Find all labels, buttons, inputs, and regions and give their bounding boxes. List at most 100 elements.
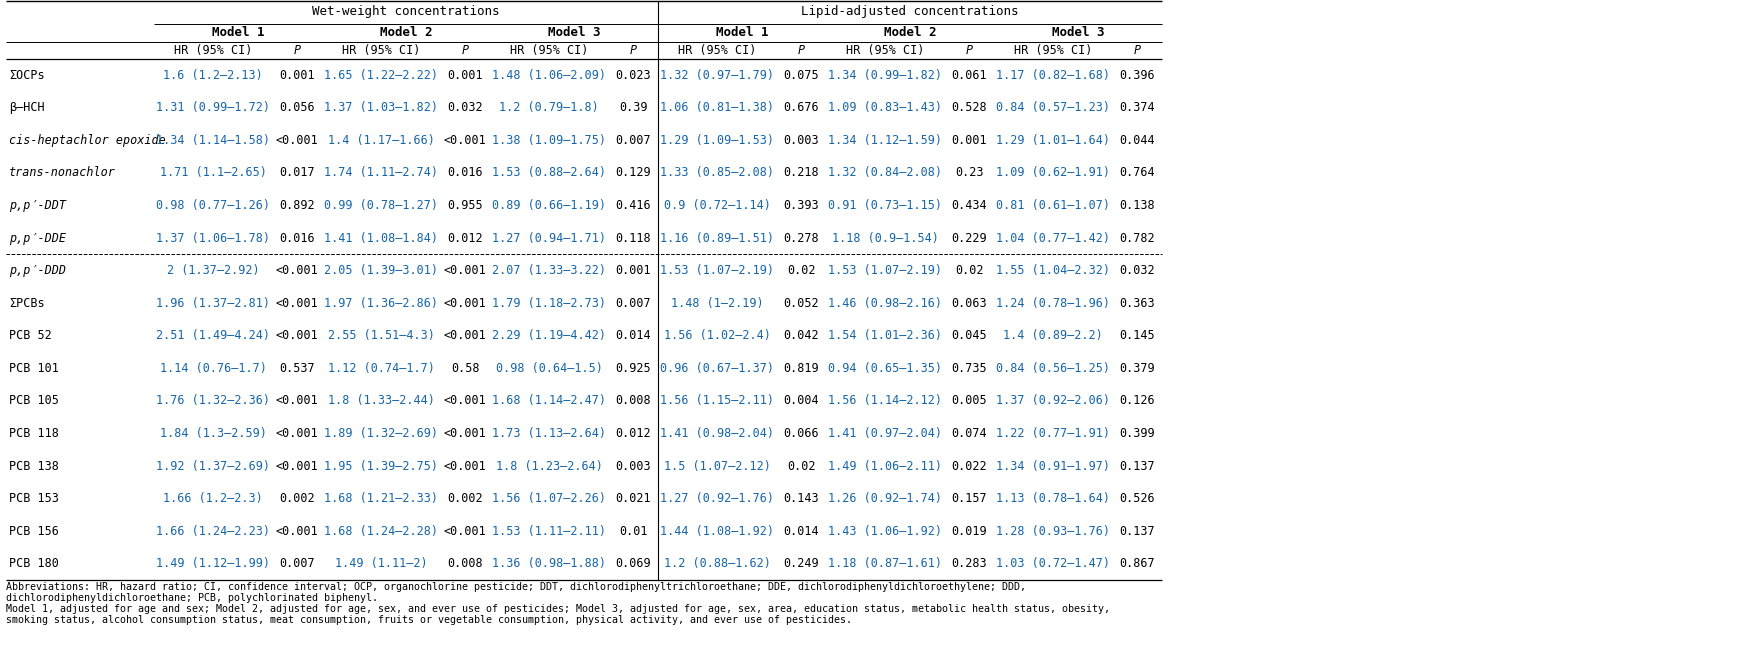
- Text: 1.84 (1.3–2.59): 1.84 (1.3–2.59): [160, 427, 266, 440]
- Text: 1.22 (0.77–1.91): 1.22 (0.77–1.91): [997, 427, 1109, 440]
- Text: PCB 52: PCB 52: [9, 329, 51, 342]
- Text: 0.014: 0.014: [784, 525, 819, 538]
- Text: 0.137: 0.137: [1120, 460, 1155, 473]
- Text: 1.38 (1.09–1.75): 1.38 (1.09–1.75): [491, 134, 606, 147]
- Text: 1.34 (1.12–1.59): 1.34 (1.12–1.59): [828, 134, 942, 147]
- Text: 1.4 (1.17–1.66): 1.4 (1.17–1.66): [328, 134, 435, 147]
- Text: 0.075: 0.075: [784, 69, 819, 82]
- Text: 2.05 (1.39–3.01): 2.05 (1.39–3.01): [324, 264, 438, 277]
- Text: 0.537: 0.537: [280, 362, 315, 375]
- Text: 0.39: 0.39: [618, 101, 648, 114]
- Text: <0.001: <0.001: [276, 264, 319, 277]
- Text: 1.34 (0.91–1.97): 1.34 (0.91–1.97): [997, 460, 1109, 473]
- Text: 0.249: 0.249: [784, 557, 819, 570]
- Text: 0.022: 0.022: [951, 460, 986, 473]
- Text: 0.016: 0.016: [447, 167, 483, 179]
- Text: 0.003: 0.003: [615, 460, 652, 473]
- Text: 1.66 (1.24–2.23): 1.66 (1.24–2.23): [157, 525, 269, 538]
- Text: 1.44 (1.08–1.92): 1.44 (1.08–1.92): [660, 525, 775, 538]
- Text: 1.41 (0.98–2.04): 1.41 (0.98–2.04): [660, 427, 775, 440]
- Text: <0.001: <0.001: [276, 329, 319, 342]
- Text: HR (95% CI): HR (95% CI): [845, 44, 925, 57]
- Text: 0.007: 0.007: [615, 134, 652, 147]
- Text: 1.34 (0.99–1.82): 1.34 (0.99–1.82): [828, 69, 942, 82]
- Text: Model 1, adjusted for age and sex; Model 2, adjusted for age, sex, and ever use : Model 1, adjusted for age and sex; Model…: [5, 604, 1109, 614]
- Text: 0.007: 0.007: [615, 297, 652, 310]
- Text: 0.98 (0.77–1.26): 0.98 (0.77–1.26): [157, 199, 269, 212]
- Text: 0.81 (0.61–1.07): 0.81 (0.61–1.07): [997, 199, 1109, 212]
- Text: 0.396: 0.396: [1120, 69, 1155, 82]
- Text: 1.31 (0.99–1.72): 1.31 (0.99–1.72): [157, 101, 269, 114]
- Text: 0.143: 0.143: [784, 492, 819, 505]
- Text: 0.379: 0.379: [1120, 362, 1155, 375]
- Text: 2.55 (1.51–4.3): 2.55 (1.51–4.3): [328, 329, 435, 342]
- Text: <0.001: <0.001: [276, 134, 319, 147]
- Text: 1.17 (0.82–1.68): 1.17 (0.82–1.68): [997, 69, 1109, 82]
- Text: PCB 180: PCB 180: [9, 557, 58, 570]
- Text: HR (95% CI): HR (95% CI): [342, 44, 421, 57]
- Text: 1.2 (0.88–1.62): 1.2 (0.88–1.62): [664, 557, 771, 570]
- Text: 0.363: 0.363: [1120, 297, 1155, 310]
- Text: 0.069: 0.069: [615, 557, 652, 570]
- Text: 1.56 (1.07–2.26): 1.56 (1.07–2.26): [491, 492, 606, 505]
- Text: <0.001: <0.001: [276, 460, 319, 473]
- Text: 1.46 (0.98–2.16): 1.46 (0.98–2.16): [828, 297, 942, 310]
- Text: 0.001: 0.001: [280, 69, 315, 82]
- Text: 0.892: 0.892: [280, 199, 315, 212]
- Text: 1.04 (0.77–1.42): 1.04 (0.77–1.42): [997, 232, 1109, 245]
- Text: 0.23: 0.23: [954, 167, 983, 179]
- Text: PCB 156: PCB 156: [9, 525, 58, 538]
- Text: <0.001: <0.001: [276, 297, 319, 310]
- Text: ΣPCBs: ΣPCBs: [9, 297, 44, 310]
- Text: 0.229: 0.229: [951, 232, 986, 245]
- Text: 0.374: 0.374: [1120, 101, 1155, 114]
- Text: 1.49 (1.06–2.11): 1.49 (1.06–2.11): [828, 460, 942, 473]
- Text: 0.735: 0.735: [951, 362, 986, 375]
- Text: 0.012: 0.012: [447, 232, 483, 245]
- Text: 1.73 (1.13–2.64): 1.73 (1.13–2.64): [491, 427, 606, 440]
- Text: P: P: [629, 44, 636, 57]
- Text: 0.393: 0.393: [784, 199, 819, 212]
- Text: p,p′-DDD: p,p′-DDD: [9, 264, 65, 277]
- Text: 0.032: 0.032: [1120, 264, 1155, 277]
- Text: 0.002: 0.002: [280, 492, 315, 505]
- Text: 0.016: 0.016: [280, 232, 315, 245]
- Text: 1.4 (0.89–2.2): 1.4 (0.89–2.2): [1004, 329, 1102, 342]
- Text: Model 1: Model 1: [715, 27, 768, 39]
- Text: 1.18 (0.9–1.54): 1.18 (0.9–1.54): [831, 232, 939, 245]
- Text: 0.017: 0.017: [280, 167, 315, 179]
- Text: PCB 118: PCB 118: [9, 427, 58, 440]
- Text: <0.001: <0.001: [444, 394, 486, 407]
- Text: 0.056: 0.056: [280, 101, 315, 114]
- Text: 0.01: 0.01: [618, 525, 648, 538]
- Text: 0.528: 0.528: [951, 101, 986, 114]
- Text: <0.001: <0.001: [276, 394, 319, 407]
- Text: 1.37 (1.06–1.78): 1.37 (1.06–1.78): [157, 232, 269, 245]
- Text: 1.56 (1.02–2.4): 1.56 (1.02–2.4): [664, 329, 771, 342]
- Text: 1.13 (0.78–1.64): 1.13 (0.78–1.64): [997, 492, 1109, 505]
- Text: 1.54 (1.01–2.36): 1.54 (1.01–2.36): [828, 329, 942, 342]
- Text: 1.49 (1.11–2): 1.49 (1.11–2): [335, 557, 428, 570]
- Text: 1.55 (1.04–2.32): 1.55 (1.04–2.32): [997, 264, 1109, 277]
- Text: smoking status, alcohol consumption status, meat consumption, fruits or vegetabl: smoking status, alcohol consumption stat…: [5, 615, 852, 625]
- Text: 1.09 (0.83–1.43): 1.09 (0.83–1.43): [828, 101, 942, 114]
- Text: 1.28 (0.93–1.76): 1.28 (0.93–1.76): [997, 525, 1109, 538]
- Text: 1.95 (1.39–2.75): 1.95 (1.39–2.75): [324, 460, 438, 473]
- Text: <0.001: <0.001: [444, 134, 486, 147]
- Text: 0.137: 0.137: [1120, 525, 1155, 538]
- Text: 1.37 (0.92–2.06): 1.37 (0.92–2.06): [997, 394, 1109, 407]
- Text: 1.36 (0.98–1.88): 1.36 (0.98–1.88): [491, 557, 606, 570]
- Text: P: P: [461, 44, 468, 57]
- Text: 0.063: 0.063: [951, 297, 986, 310]
- Text: 0.399: 0.399: [1120, 427, 1155, 440]
- Text: 1.68 (1.24–2.28): 1.68 (1.24–2.28): [324, 525, 438, 538]
- Text: 1.27 (0.94–1.71): 1.27 (0.94–1.71): [491, 232, 606, 245]
- Text: 0.434: 0.434: [951, 199, 986, 212]
- Text: 0.526: 0.526: [1120, 492, 1155, 505]
- Text: <0.001: <0.001: [444, 264, 486, 277]
- Text: P: P: [798, 44, 805, 57]
- Text: 0.9 (0.72–1.14): 0.9 (0.72–1.14): [664, 199, 771, 212]
- Text: 1.68 (1.21–2.33): 1.68 (1.21–2.33): [324, 492, 438, 505]
- Text: 0.02: 0.02: [787, 264, 815, 277]
- Text: 1.48 (1.06–2.09): 1.48 (1.06–2.09): [491, 69, 606, 82]
